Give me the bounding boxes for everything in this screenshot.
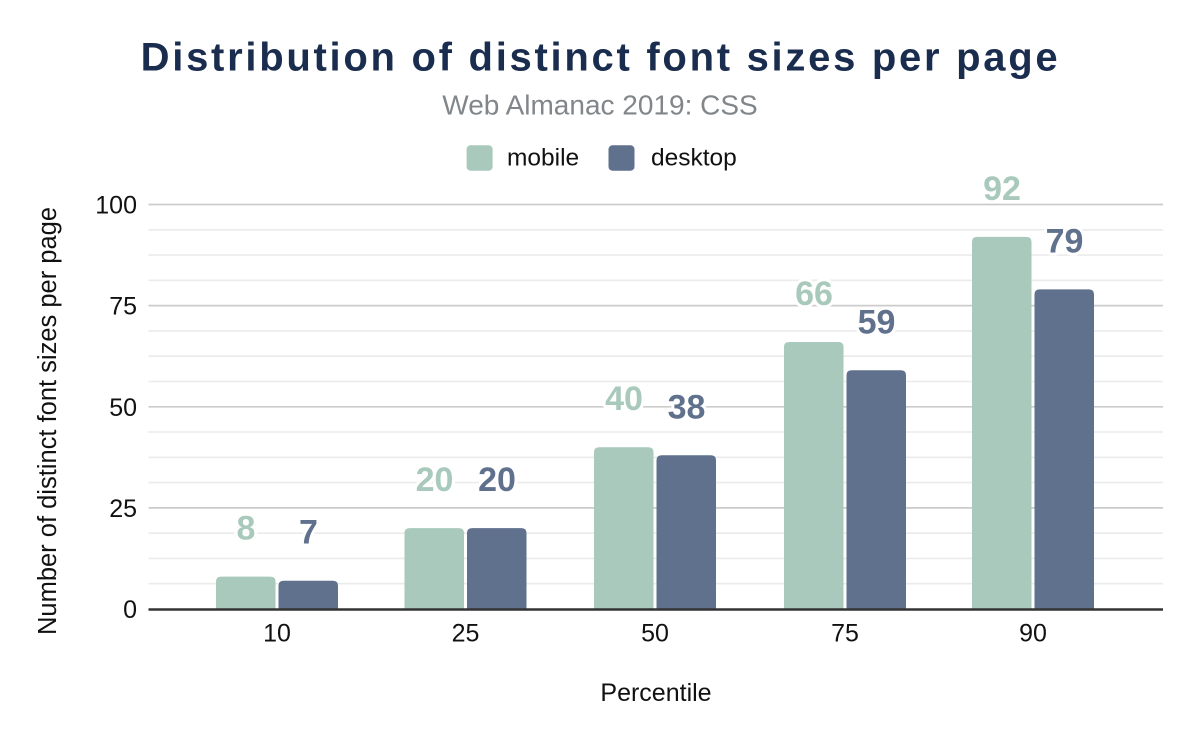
svg-text:Number of distinct font sizes: Number of distinct font sizes per page	[34, 207, 62, 635]
svg-text:75: 75	[831, 620, 859, 648]
svg-text:0: 0	[123, 596, 137, 624]
svg-text:25: 25	[452, 620, 480, 648]
svg-text:75: 75	[109, 293, 137, 321]
svg-text:desktop: desktop	[651, 145, 737, 172]
svg-text:90: 90	[1019, 620, 1047, 648]
svg-text:79: 79	[1046, 222, 1084, 260]
svg-text:50: 50	[641, 620, 669, 648]
svg-text:Percentile: Percentile	[600, 679, 711, 707]
svg-text:66: 66	[795, 275, 833, 313]
svg-text:50: 50	[109, 394, 137, 422]
svg-text:8: 8	[237, 510, 256, 548]
svg-text:92: 92	[983, 170, 1021, 208]
svg-text:59: 59	[858, 303, 896, 341]
svg-text:38: 38	[668, 388, 706, 426]
svg-text:7: 7	[299, 514, 318, 552]
svg-text:10: 10	[263, 620, 291, 648]
svg-text:Distribution of distinct font: Distribution of distinct font sizes per …	[141, 36, 1061, 80]
svg-text:20: 20	[478, 461, 516, 499]
svg-text:25: 25	[109, 495, 137, 523]
svg-text:40: 40	[605, 380, 643, 418]
svg-text:Web Almanac 2019: CSS: Web Almanac 2019: CSS	[442, 90, 757, 121]
svg-text:20: 20	[416, 461, 454, 499]
svg-text:100: 100	[95, 192, 137, 220]
svg-text:mobile: mobile	[507, 145, 579, 172]
